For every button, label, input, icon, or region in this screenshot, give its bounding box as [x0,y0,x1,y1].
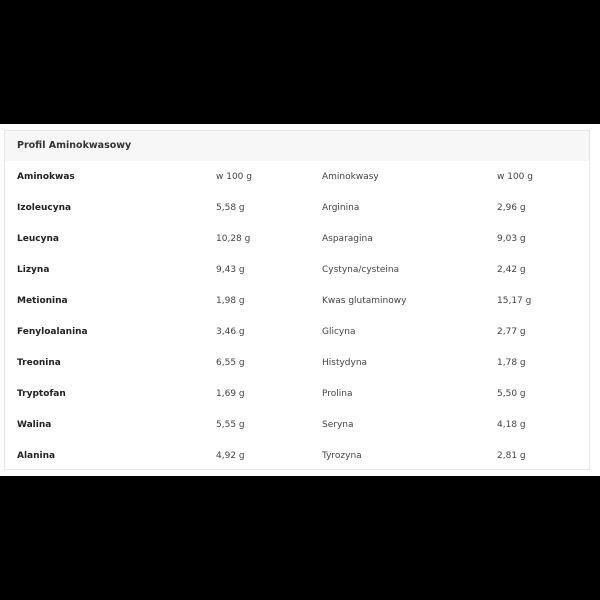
table-cell: Seryna [322,420,354,430]
table-cell: 9,03 g [497,234,526,244]
table-cell: 4,18 g [497,420,526,430]
amino-acid-table: Profil Aminokwasowy Aminokwas w 100 g Am… [4,130,590,470]
table-row: Leucyna 10,28 g Asparagina 9,03 g [5,224,589,255]
table-cell: Alanina [17,451,56,461]
table-cell: 3,46 g [216,327,245,337]
table-cell: Tryptofan [17,389,66,399]
table-cell: Glicyna [322,327,356,337]
table-cell: Asparagina [322,234,373,244]
table-cell: 5,58 g [216,203,245,213]
table-cell: 15,17 g [497,296,532,306]
table-cell: Prolina [322,389,353,399]
table-row: Lizyna 9,43 g Cystyna/cysteina 2,42 g [5,255,589,286]
table-cell: 10,28 g [216,234,251,244]
table-cell: 4,92 g [216,451,245,461]
table-cell: 2,77 g [497,327,526,337]
table-header-row: Aminokwas w 100 g Aminokwasy w 100 g [5,162,589,193]
table-cell: 1,98 g [216,296,245,306]
table-cell: 9,43 g [216,265,245,275]
table-cell: Metionina [17,296,68,306]
table-cell: 2,96 g [497,203,526,213]
table-cell: Lizyna [17,265,50,275]
table-cell: 5,55 g [216,420,245,430]
table-cell: 6,55 g [216,358,245,368]
table-row: Alanina 4,92 g Tyrozyna 2,81 g [5,441,589,472]
table-row: Metionina 1,98 g Kwas glutaminowy 15,17 g [5,286,589,317]
table-cell: 2,81 g [497,451,526,461]
content-panel: Profil Aminokwasowy Aminokwas w 100 g Am… [0,124,600,476]
table-cell: Tyrozyna [322,451,362,461]
table-cell: 1,78 g [497,358,526,368]
header-cell: w 100 g [216,172,252,182]
table-cell: Fenyloalanina [17,327,88,337]
header-cell: Aminokwasy [322,172,379,182]
table-cell: Treonina [17,358,61,368]
table-cell: 5,50 g [497,389,526,399]
table-cell: Izoleucyna [17,203,72,213]
table-row: Fenyloalanina 3,46 g Glicyna 2,77 g [5,317,589,348]
table-cell: 1,69 g [216,389,245,399]
table-row: Tryptofan 1,69 g Prolina 5,50 g [5,379,589,410]
table-cell: Kwas glutaminowy [322,296,407,306]
table-cell: Histydyna [322,358,368,368]
table-cell: Leucyna [17,234,59,244]
table-title: Profil Aminokwasowy [5,131,589,161]
header-cell: w 100 g [497,172,533,182]
table-cell: Walina [17,420,52,430]
table-cell: 2,42 g [497,265,526,275]
table-row: Izoleucyna 5,58 g Arginina 2,96 g [5,193,589,224]
table-row: Walina 5,55 g Seryna 4,18 g [5,410,589,441]
table-cell: Cystyna/cysteina [322,265,400,275]
header-cell: Aminokwas [17,172,75,182]
table-cell: Arginina [322,203,360,213]
table-row: Treonina 6,55 g Histydyna 1,78 g [5,348,589,379]
